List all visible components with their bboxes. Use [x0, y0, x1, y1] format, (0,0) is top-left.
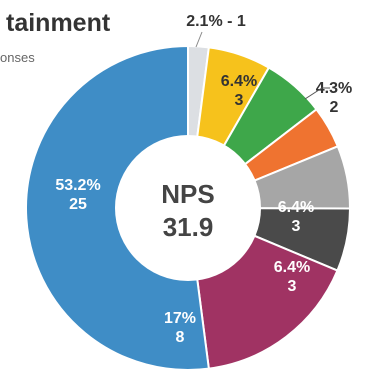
slice-label: 2.1% - 1	[186, 13, 246, 30]
chart-subtitle: onses	[0, 50, 35, 65]
donut-hole	[115, 135, 261, 281]
center-value: 31.9	[163, 212, 214, 242]
slice-label-count: 2	[330, 99, 339, 116]
slice-label-count: 25	[69, 196, 87, 213]
slice-label-count: 3	[235, 92, 244, 109]
slice-label-count: 3	[292, 218, 301, 235]
chart-title: tainment	[6, 9, 111, 37]
leader-line	[195, 31, 203, 48]
center-label: NPS	[161, 179, 214, 209]
slice-label-pct: 17%	[164, 310, 196, 327]
slice-label-count: 8	[176, 329, 185, 346]
slice-label-pct: 6.4%	[278, 199, 314, 216]
slice-label-pct: 6.4%	[221, 73, 257, 90]
slice-label-pct: 6.4%	[274, 259, 310, 276]
slice-label-count: 3	[288, 278, 297, 295]
slice-label-pct: 4.3%	[316, 80, 352, 97]
leader-line	[304, 87, 330, 100]
slice-label-pct: 53.2%	[55, 177, 100, 194]
